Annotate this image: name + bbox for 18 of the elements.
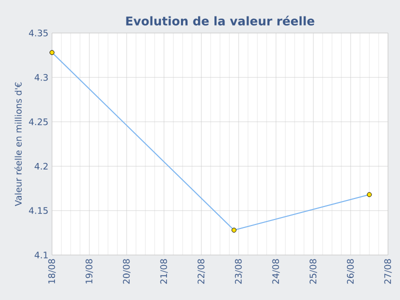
y-tick-label: 4.25 [28, 118, 48, 126]
x-tick-label: 27/08 [384, 259, 392, 284]
y-axis-title: Valeur réelle en millions d'€ [14, 82, 22, 206]
y-tick-label: 4.35 [28, 30, 48, 36]
y-tick-label: 4.2 [34, 162, 48, 170]
x-tick-label: 18/08 [48, 259, 56, 284]
x-tick-label: 22/08 [198, 259, 206, 284]
y-tick-label: 4.1 [34, 252, 48, 258]
x-tick-label: 26/08 [346, 259, 354, 284]
x-tick-label: 25/08 [310, 259, 318, 284]
chart-title: Evolution de la valeur réelle [126, 16, 314, 26]
x-tick-label: 24/08 [272, 259, 280, 284]
y-tick-label: 4.15 [28, 207, 48, 214]
x-tick-label: 20/08 [122, 259, 130, 284]
x-tick-label: 19/08 [86, 259, 94, 284]
x-tick-label: 23/08 [234, 259, 242, 284]
x-tick-label: 21/08 [160, 259, 168, 284]
y-tick-label: 4.3 [34, 74, 48, 81]
